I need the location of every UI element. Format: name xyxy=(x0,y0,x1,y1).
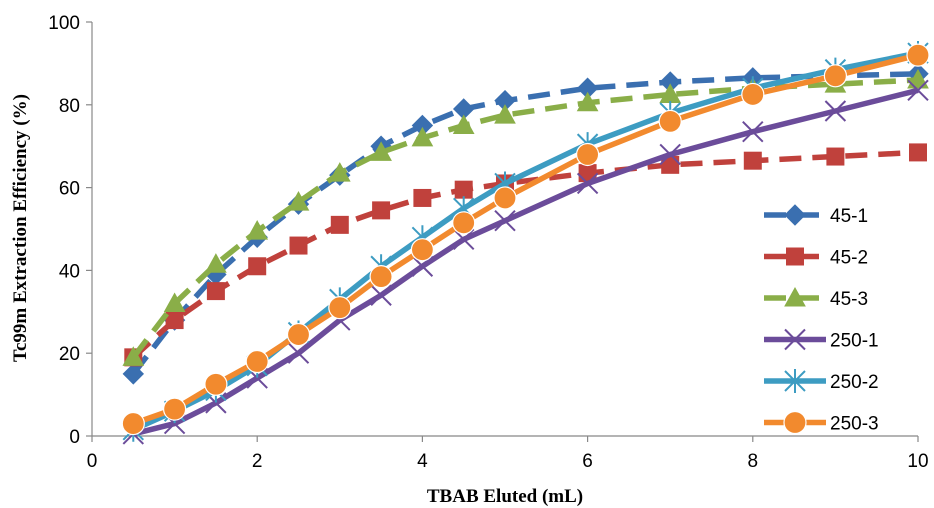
data-point xyxy=(743,151,762,170)
axes: 0 20 40 60 80 100 0 2 4 6 8 10 xyxy=(48,13,928,472)
data-point xyxy=(907,68,929,89)
data-point xyxy=(370,141,392,161)
data-point xyxy=(122,346,145,366)
data-point xyxy=(411,126,434,147)
legend-item-45-1: 45-1 xyxy=(764,204,868,227)
data-point xyxy=(248,257,267,276)
x-axis-title: TBAB Eluted (mL) xyxy=(427,486,583,507)
data-point xyxy=(494,210,516,232)
y-tick-label: 80 xyxy=(59,96,80,117)
data-point xyxy=(494,104,516,124)
data-point xyxy=(413,188,432,207)
legend-item-45-3: 45-3 xyxy=(764,286,868,310)
legend-item-250-2: 250-2 xyxy=(764,369,879,393)
data-point xyxy=(369,265,393,289)
data-point xyxy=(826,147,845,166)
data-point xyxy=(909,143,927,162)
y-tick-label: 100 xyxy=(48,13,80,34)
data-point xyxy=(907,79,929,102)
legend-marker xyxy=(783,410,807,435)
data-point xyxy=(452,211,476,235)
data-point xyxy=(287,191,310,211)
data-point xyxy=(411,255,434,277)
data-point xyxy=(121,411,145,436)
data-point xyxy=(328,296,352,320)
series-250-1 xyxy=(122,79,929,445)
data-point xyxy=(165,311,184,330)
data-point xyxy=(370,284,392,306)
data-point xyxy=(575,142,600,167)
data-point xyxy=(246,220,269,240)
legend-item-45-2: 45-2 xyxy=(764,247,868,269)
data-point xyxy=(204,372,228,396)
y-tick-label: 0 xyxy=(69,427,80,448)
legend-item-250-3: 250-3 xyxy=(764,410,879,435)
x-tick-label: 6 xyxy=(582,451,593,472)
data-point xyxy=(454,180,473,199)
legend-label: 45-2 xyxy=(830,248,868,269)
data-point xyxy=(452,228,475,251)
y-tick-label: 40 xyxy=(59,261,80,282)
data-point xyxy=(410,238,434,262)
legend-marker xyxy=(784,204,806,226)
data-point xyxy=(741,82,765,107)
series-250-3 xyxy=(121,43,930,436)
y-axis-title: Tc99m Extraction Efficiency (%) xyxy=(10,94,31,362)
legend-label: 45-1 xyxy=(830,206,868,227)
data-point xyxy=(658,109,682,133)
y-tick-label: 60 xyxy=(59,179,80,200)
data-point xyxy=(163,397,187,421)
data-point xyxy=(659,143,681,166)
data-point xyxy=(245,349,269,374)
x-tick-label: 0 xyxy=(87,451,98,472)
series-layer xyxy=(121,41,930,445)
data-point xyxy=(823,64,848,88)
legend-marker xyxy=(784,328,806,351)
data-point xyxy=(289,236,308,255)
data-point xyxy=(206,282,225,301)
data-point xyxy=(493,186,517,210)
legend: 45-1 45-2 45-3 250-1 250-2 250-3 xyxy=(764,204,879,435)
x-tick-label: 10 xyxy=(907,451,928,472)
data-point xyxy=(286,322,311,347)
data-point xyxy=(824,100,847,122)
data-point xyxy=(452,114,475,134)
legend-marker xyxy=(786,247,804,266)
legend-label: 250-1 xyxy=(830,331,879,352)
legend-marker xyxy=(784,286,806,307)
data-point xyxy=(287,342,310,364)
data-point xyxy=(576,172,599,195)
data-point xyxy=(906,43,930,67)
data-point xyxy=(205,253,227,273)
data-point xyxy=(330,215,349,234)
legend-label: 250-3 xyxy=(830,414,879,435)
legend-label: 45-3 xyxy=(830,289,868,310)
data-point xyxy=(122,363,145,385)
legend-marker xyxy=(784,369,806,393)
y-tick-label: 20 xyxy=(59,344,80,365)
legend-item-250-1: 250-1 xyxy=(764,328,879,352)
data-point xyxy=(372,201,391,220)
data-point xyxy=(742,121,764,143)
data-point xyxy=(576,91,599,112)
legend-label: 250-2 xyxy=(830,372,879,393)
data-point xyxy=(328,162,351,182)
x-tick-label: 4 xyxy=(417,451,428,472)
data-point xyxy=(163,292,186,313)
x-tick-label: 8 xyxy=(748,451,759,472)
x-tick-label: 2 xyxy=(252,451,263,472)
